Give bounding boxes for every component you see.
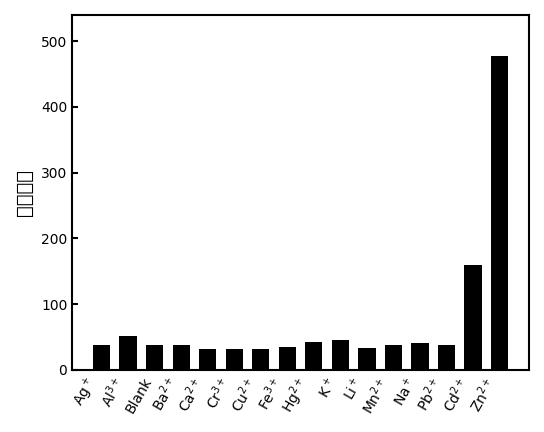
Bar xyxy=(146,345,163,370)
Bar xyxy=(305,342,323,370)
Bar xyxy=(332,340,349,370)
Bar xyxy=(226,349,243,370)
Bar xyxy=(358,348,375,370)
Bar xyxy=(385,345,402,370)
Bar xyxy=(252,349,269,370)
Bar xyxy=(120,336,137,370)
Bar xyxy=(93,345,110,370)
Bar xyxy=(438,345,455,370)
Bar xyxy=(172,345,190,370)
Y-axis label: 荧光强度: 荧光强度 xyxy=(15,169,34,216)
Bar xyxy=(279,347,296,370)
Bar xyxy=(411,343,429,370)
Bar xyxy=(199,349,217,370)
Bar xyxy=(491,56,508,370)
Bar xyxy=(465,265,481,370)
